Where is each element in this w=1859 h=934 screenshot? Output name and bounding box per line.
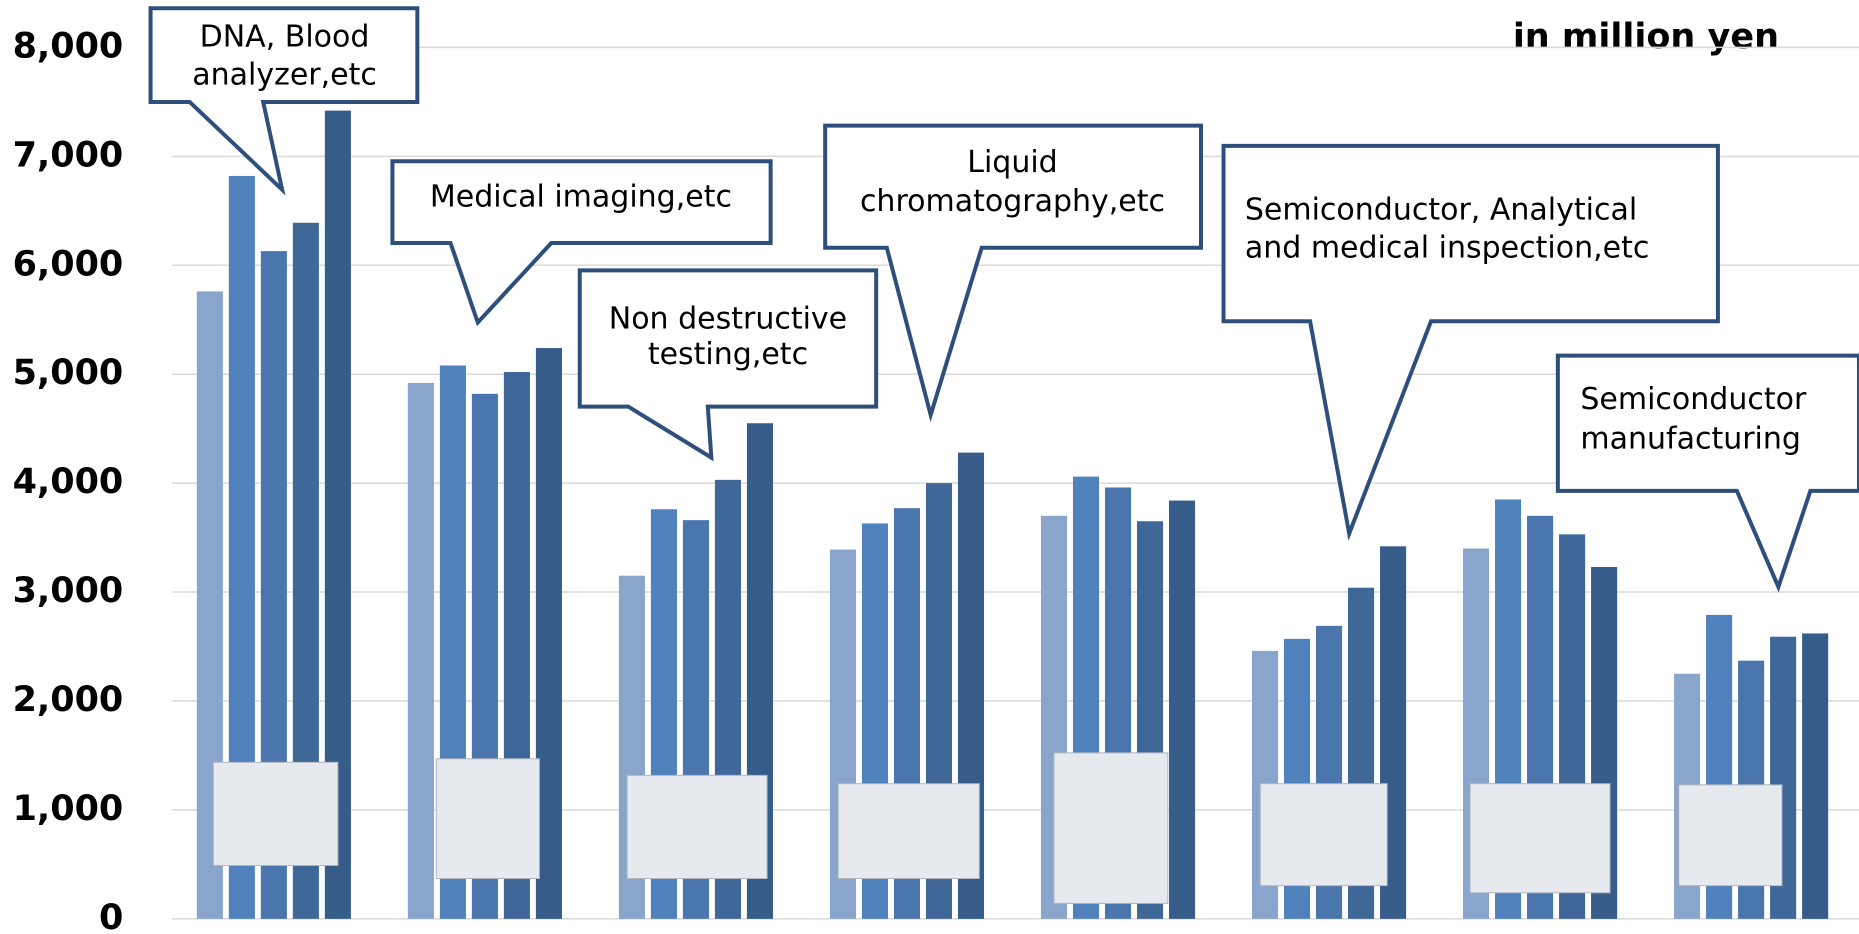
callout-box xyxy=(390,159,773,327)
bar xyxy=(535,348,562,919)
callout-box xyxy=(1555,353,1859,593)
callout-box xyxy=(1221,143,1720,541)
callout-text: Liquid xyxy=(967,145,1057,180)
product-image xyxy=(626,774,768,880)
y-tick-label: 7,000 xyxy=(13,135,124,175)
product-image xyxy=(212,761,339,866)
y-tick-label: 0 xyxy=(99,898,123,934)
product-image xyxy=(1053,752,1169,904)
product-image xyxy=(1259,783,1388,887)
y-tick-label: 4,000 xyxy=(13,462,124,502)
y-tick-label: 6,000 xyxy=(13,244,124,284)
y-tick-label: 2,000 xyxy=(13,680,124,720)
product-image xyxy=(837,783,980,880)
product-image xyxy=(1678,784,1783,887)
callout-text: Semiconductor xyxy=(1580,382,1807,417)
y-tick-label: 5,000 xyxy=(13,353,124,393)
unit-label: in million yen xyxy=(1513,17,1779,57)
callout-text: DNA, Blood xyxy=(200,19,370,54)
y-tick-label: 1,000 xyxy=(13,789,124,829)
callout-text: Non destructive xyxy=(609,302,847,337)
callout-text: and medical inspection,etc xyxy=(1245,230,1649,265)
callout-box xyxy=(577,268,879,462)
bar xyxy=(1168,500,1196,919)
bar xyxy=(407,382,434,919)
callout-text: chromatography,etc xyxy=(860,184,1165,219)
callout-text: Semiconductor, Analytical xyxy=(1245,193,1637,228)
callout-box xyxy=(823,123,1203,423)
product-image xyxy=(435,758,540,880)
bar xyxy=(1802,633,1829,919)
callout-text: manufacturing xyxy=(1580,421,1801,456)
callout-text: testing,etc xyxy=(648,337,808,372)
callout-text: Medical imaging,etc xyxy=(430,179,732,214)
y-tick-label: 3,000 xyxy=(13,571,124,611)
y-tick-label: 8,000 xyxy=(13,26,124,66)
callout-box xyxy=(148,6,420,196)
callout-text: analyzer,etc xyxy=(192,57,377,92)
product-image xyxy=(1469,783,1611,894)
